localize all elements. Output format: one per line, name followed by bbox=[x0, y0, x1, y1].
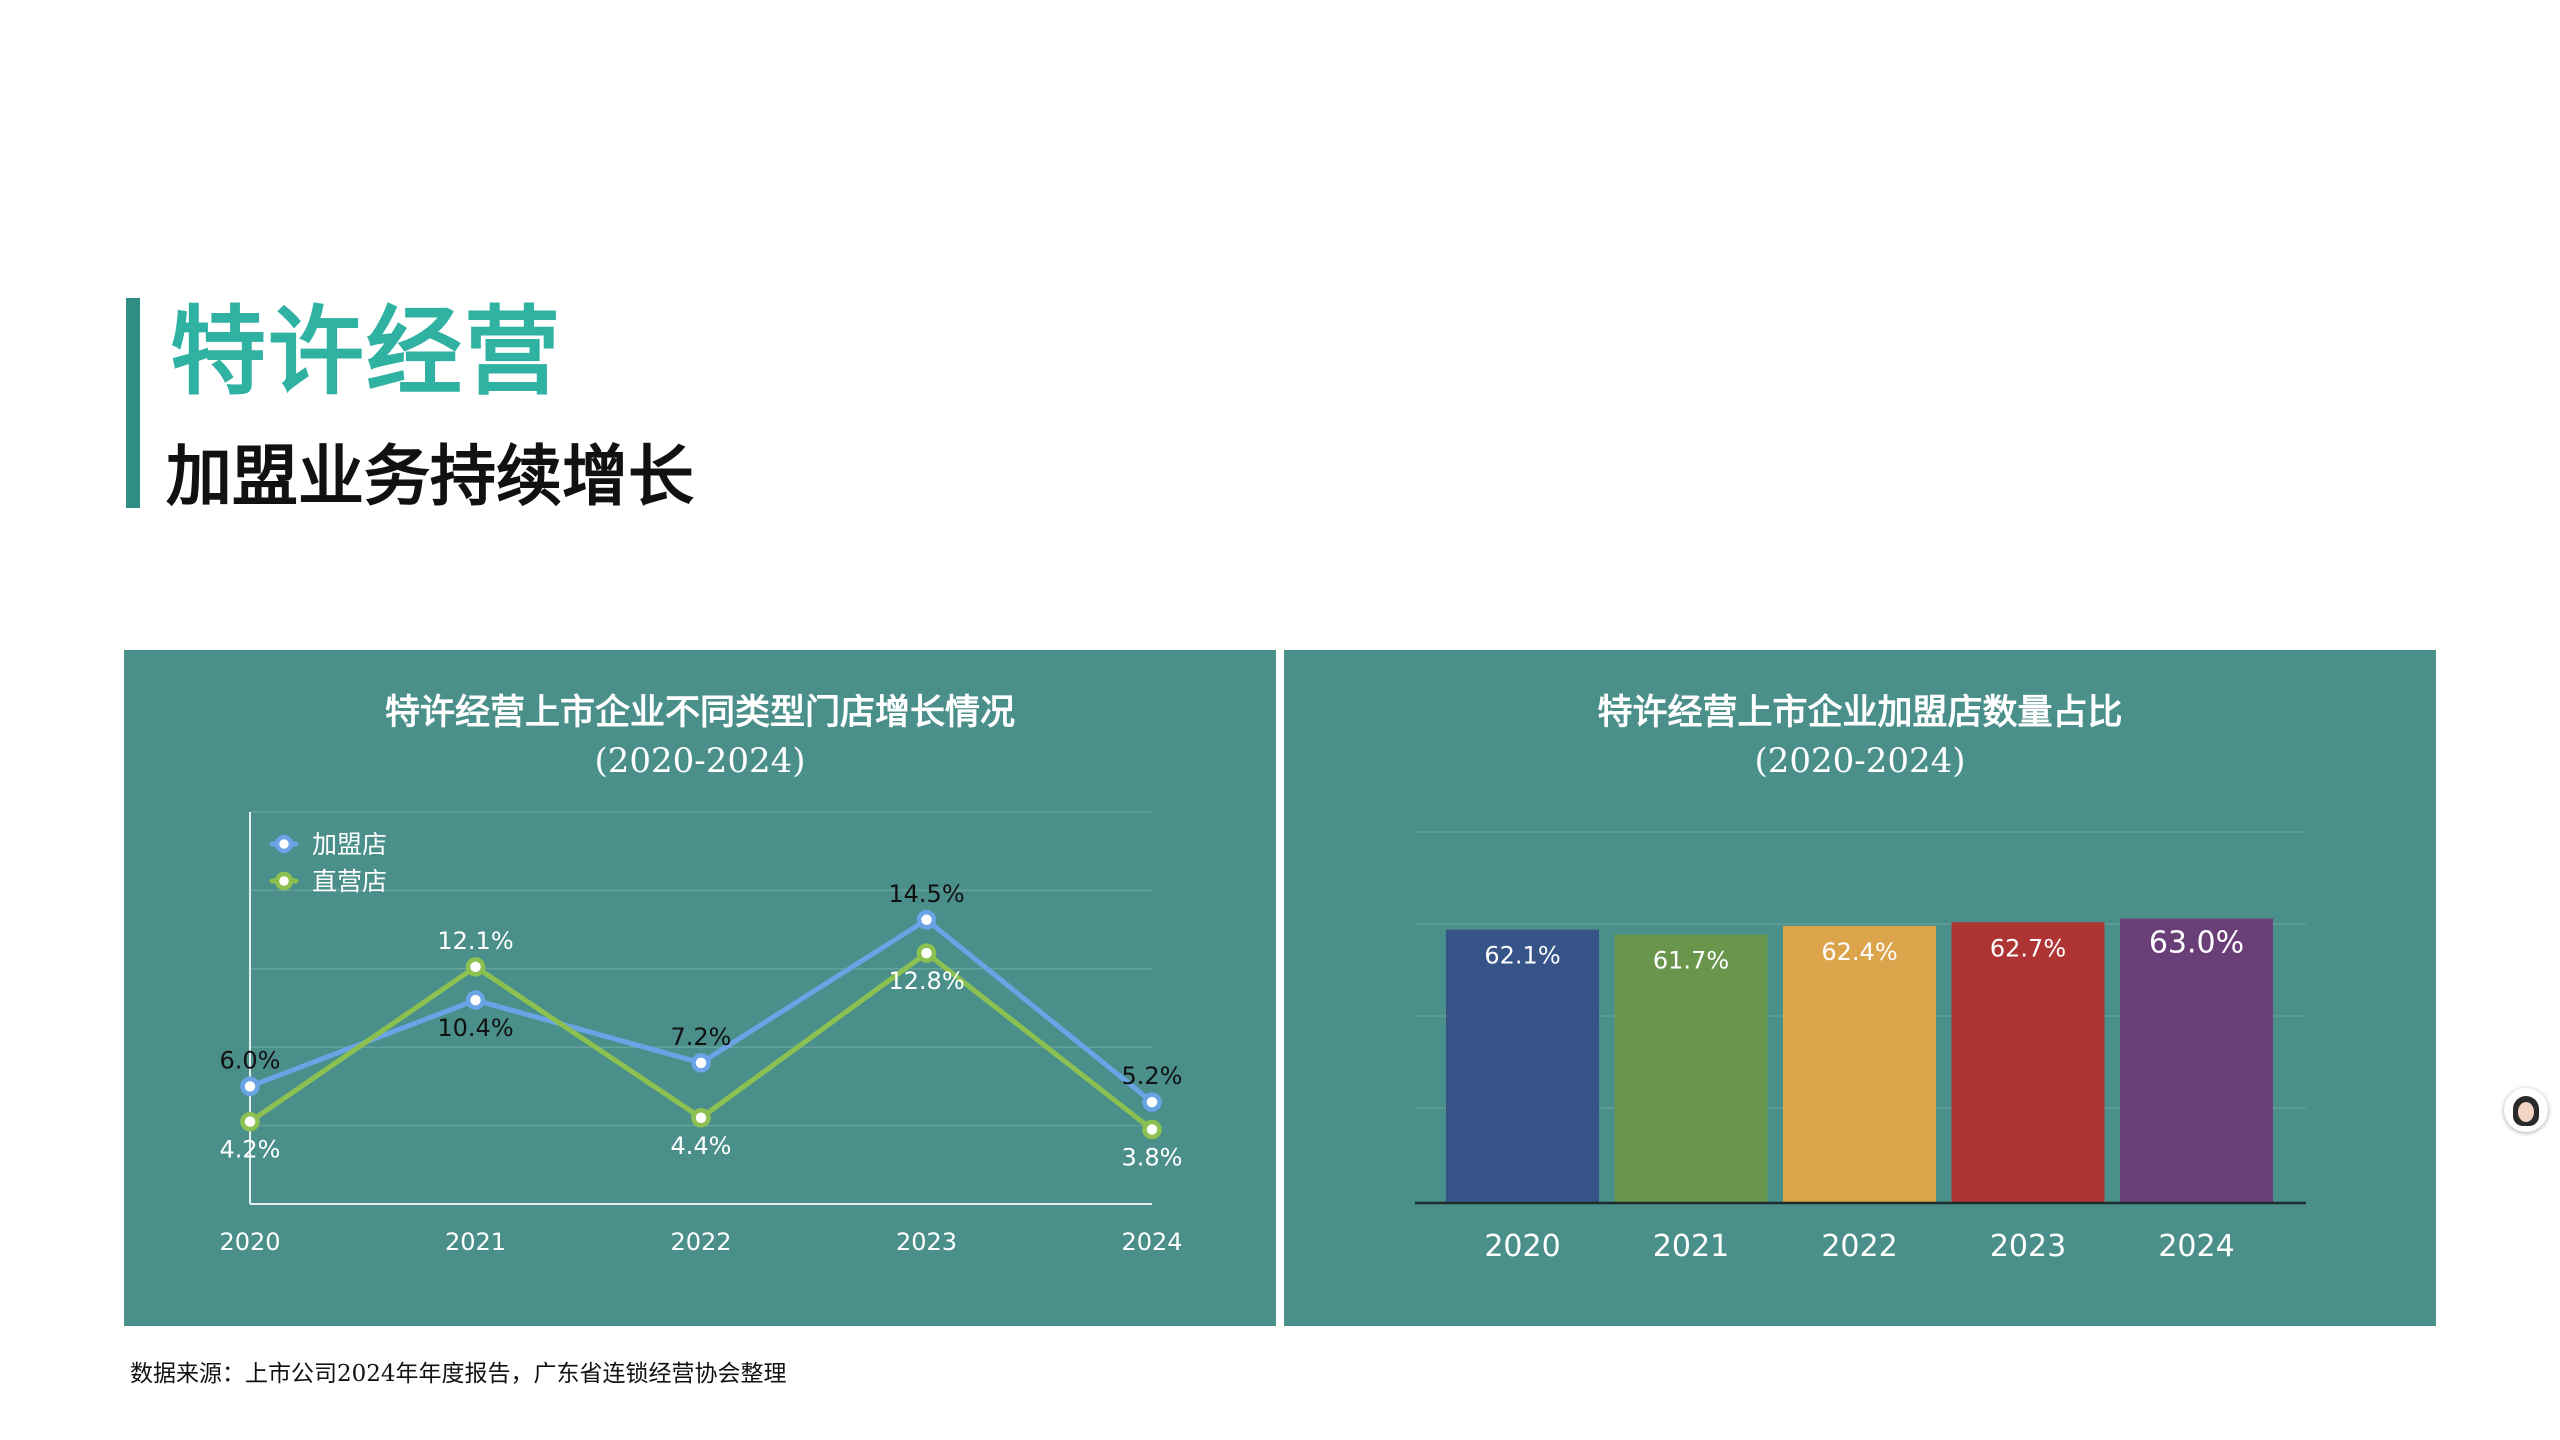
line-chart-x-tick-label: 2020 bbox=[219, 1228, 280, 1256]
line-chart: 2020 2021 2022 2023 2024 6.0% 10.4% 7.2% 14.5% 5.… bbox=[219, 811, 1183, 1256]
bar-chart-x-tick-label: 2024 bbox=[2158, 1229, 2234, 1264]
bar-chart-x-tick-label: 2023 bbox=[1990, 1229, 2066, 1264]
line-point-direct bbox=[691, 1108, 711, 1128]
line-point-franchise bbox=[465, 990, 486, 1010]
page-title: 特许经营 bbox=[170, 295, 562, 408]
line-chart-x-tick-label: 2023 bbox=[896, 1228, 957, 1256]
line-point-direct bbox=[916, 943, 937, 963]
bar-2022 bbox=[1783, 925, 1936, 1203]
bar-data-label: 62.1% bbox=[1484, 942, 1560, 970]
line-point-direct bbox=[465, 957, 486, 977]
bar-2021 bbox=[1614, 934, 1768, 1203]
bar-chart-title: 特许经营上市企业加盟店数量占比 bbox=[1597, 692, 2123, 733]
line-data-label-franchise: 10.4% bbox=[437, 1014, 513, 1042]
line-point-franchise bbox=[916, 910, 937, 930]
bar-2023 bbox=[1951, 922, 2105, 1203]
line-chart-panel: 特许经营上市企业不同类型门店增长情况 (2020-2024) 2020 2021 2… bbox=[124, 650, 1276, 1326]
bar-2024 bbox=[2120, 918, 2273, 1203]
bar-chart-period: (2020-2024) bbox=[1754, 741, 1966, 781]
line-point-franchise bbox=[240, 1076, 260, 1097]
line-data-label-franchise: 14.5% bbox=[888, 880, 964, 908]
line-data-label-direct: 12.8% bbox=[888, 967, 964, 995]
line-data-label-franchise: 7.2% bbox=[671, 1023, 732, 1051]
line-chart-period: (2020-2024) bbox=[594, 741, 806, 781]
bar-2020 bbox=[1446, 929, 1599, 1203]
line-data-label-direct: 4.4% bbox=[671, 1132, 732, 1160]
bar-chart-x-tick-label: 2020 bbox=[1484, 1229, 1560, 1264]
line-data-label-direct: 12.1% bbox=[437, 927, 513, 955]
user-avatar[interactable] bbox=[2504, 1088, 2548, 1132]
bar-chart: 62.1% 2020 61.7% 2021 62.4% 2022 62.7% 2023 63.0… bbox=[1415, 831, 2306, 1264]
bar-data-label: 63.0% bbox=[2149, 926, 2244, 961]
data-source-note: 数据来源：上市公司2024年年度报告，广东省连锁经营协会整理 bbox=[130, 1361, 787, 1387]
bar-chart-x-tick-label: 2021 bbox=[1653, 1229, 1729, 1264]
line-chart-title: 特许经营上市企业不同类型门店增长情况 bbox=[384, 692, 1015, 733]
legend-label: 加盟店 bbox=[312, 830, 387, 859]
line-data-label-direct: 3.8% bbox=[1122, 1144, 1183, 1172]
line-chart-x-tick-label: 2021 bbox=[445, 1228, 506, 1256]
line-data-label-direct: 4.2% bbox=[220, 1136, 281, 1164]
line-series-franchise bbox=[247, 917, 1155, 1105]
line-chart-x-tick-label: 2024 bbox=[1121, 1228, 1182, 1256]
legend-swatch-marker bbox=[274, 871, 294, 891]
bar-chart-x-tick-label: 2022 bbox=[1821, 1229, 1897, 1264]
title-accent-bar bbox=[126, 298, 140, 508]
avatar-face bbox=[2518, 1102, 2534, 1122]
line-point-franchise bbox=[1142, 1092, 1162, 1112]
legend-swatch-marker bbox=[274, 834, 294, 854]
line-point-franchise bbox=[691, 1053, 711, 1073]
bar-data-label: 62.7% bbox=[1990, 934, 2066, 962]
bar-data-label: 61.7% bbox=[1653, 947, 1729, 975]
line-data-label-franchise: 6.0% bbox=[220, 1046, 281, 1074]
bar-data-label: 62.4% bbox=[1821, 938, 1897, 966]
line-point-direct bbox=[1142, 1119, 1162, 1140]
page-subtitle: 加盟业务持续增长 bbox=[166, 437, 694, 515]
legend-label: 直营店 bbox=[312, 867, 387, 896]
line-data-label-franchise: 5.2% bbox=[1122, 1062, 1183, 1090]
line-chart-x-tick-label: 2022 bbox=[670, 1228, 731, 1256]
bar-chart-panel: 特许经营上市企业加盟店数量占比 (2020-2024) 62.1% 2020 61.… bbox=[1284, 650, 2436, 1326]
line-point-direct bbox=[240, 1111, 260, 1132]
